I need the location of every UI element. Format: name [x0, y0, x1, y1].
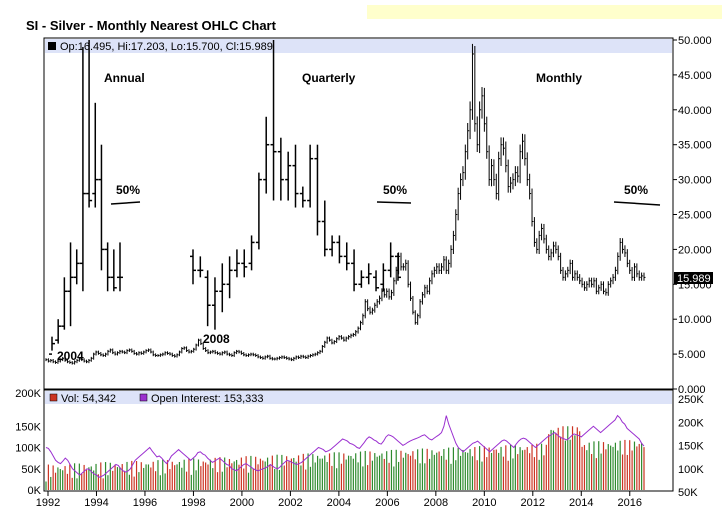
oi-legend-swatch: [139, 393, 148, 402]
price-y-tick-label: 10.000: [678, 314, 712, 326]
x-tick-label: 1998: [181, 497, 205, 509]
volume-y-tick-label: 100K: [15, 443, 41, 455]
price-legend: Op:16.495, Hi:17.203, Lo:15.700, Cl:15.9…: [60, 41, 273, 53]
x-tick-label: 2010: [472, 497, 496, 509]
annotation-50pct-monthly: 50%: [624, 183, 648, 197]
price-y-tick-label: 0.000: [678, 384, 706, 396]
x-tick-label: 2016: [618, 497, 642, 509]
volume-legend-bg: [45, 391, 672, 404]
x-axis: 1992 1994 1996 1998 2000 2002 2004 2006 2008 2010…: [36, 491, 642, 509]
price-y-tick-label: 40.000: [678, 105, 712, 117]
x-tick-label: 1992: [36, 497, 60, 509]
x-tick-label: 2000: [230, 497, 254, 509]
annotation-2004: 2004: [57, 349, 84, 363]
annotation-line-quarterly: [376, 201, 412, 204]
oi-y-tick-label: 150K: [678, 441, 704, 453]
annotation-50pct-annual: 50%: [116, 183, 140, 197]
price-legend-bg: [45, 39, 672, 53]
volume-bars: [45, 426, 645, 490]
oi-y-tick-label: 50K: [678, 487, 698, 499]
last-price-tag: 15.989: [677, 273, 711, 285]
volume-y-tick-label: 150K: [15, 421, 41, 433]
x-tick-label: 2006: [375, 497, 399, 509]
x-tick-label: 2008: [424, 497, 448, 509]
x-tick-label: 1994: [84, 497, 108, 509]
price-y-tick-label: 45.000: [678, 70, 712, 82]
price-y-tick-label: 20.000: [678, 244, 712, 256]
chart-title: SI - Silver - Monthly Nearest OHLC Chart: [26, 18, 276, 33]
price-legend-swatch: [48, 42, 56, 50]
ohlc-bars: [45, 40, 646, 365]
x-tick-label: 2014: [569, 497, 593, 509]
price-y-tick-label: 35.000: [678, 140, 712, 152]
x-tick-label: 2002: [278, 497, 302, 509]
x-tick-label: 2012: [521, 497, 545, 509]
x-tick-label: 2004: [327, 497, 351, 509]
annotation-monthly: Monthly: [536, 71, 582, 85]
price-y-tick-label: 25.000: [678, 210, 712, 222]
annotation-line-annual: [110, 201, 141, 205]
oi-y-tick-label: 100K: [678, 464, 704, 476]
annotation-annual: Annual: [104, 71, 145, 85]
last-price-tag-bg: [674, 272, 713, 284]
oi-y-tick-label: 200K: [678, 417, 704, 429]
volume-y-tick-label: 50K: [21, 464, 41, 476]
price-panel: [43, 37, 674, 390]
title-highlight-strip: [367, 5, 722, 19]
annotation-50pct-quarterly: 50%: [383, 183, 407, 197]
open-interest-line: [45, 414, 645, 478]
volume-y-axis: 200K 150K 100K 50K 0K: [15, 388, 41, 497]
vol-legend-swatch: [49, 393, 58, 402]
x-tick-label: 1996: [133, 497, 157, 509]
annotation-2008: 2008: [203, 332, 230, 346]
price-y-axis: 50.000 45.000 40.000 35.000 30.000 25.000 20.0…: [673, 35, 712, 396]
annotation-line-monthly: [613, 201, 661, 206]
annotation-quarterly: Quarterly: [302, 71, 356, 85]
price-y-tick-label: 30.000: [678, 175, 712, 187]
volume-y-tick-label: 200K: [15, 388, 41, 400]
price-y-tick-label: 5.000: [678, 349, 706, 361]
vol-legend: Vol: 54,342: [61, 393, 116, 405]
oi-y-axis: 250K 200K 150K 100K 50K: [678, 394, 704, 499]
volume-y-tick-label: 0K: [28, 485, 42, 497]
oi-y-tick-label: 250K: [678, 394, 704, 406]
price-y-tick-label: 50.000: [678, 35, 712, 47]
oi-legend: Open Interest: 153,333: [151, 393, 264, 405]
